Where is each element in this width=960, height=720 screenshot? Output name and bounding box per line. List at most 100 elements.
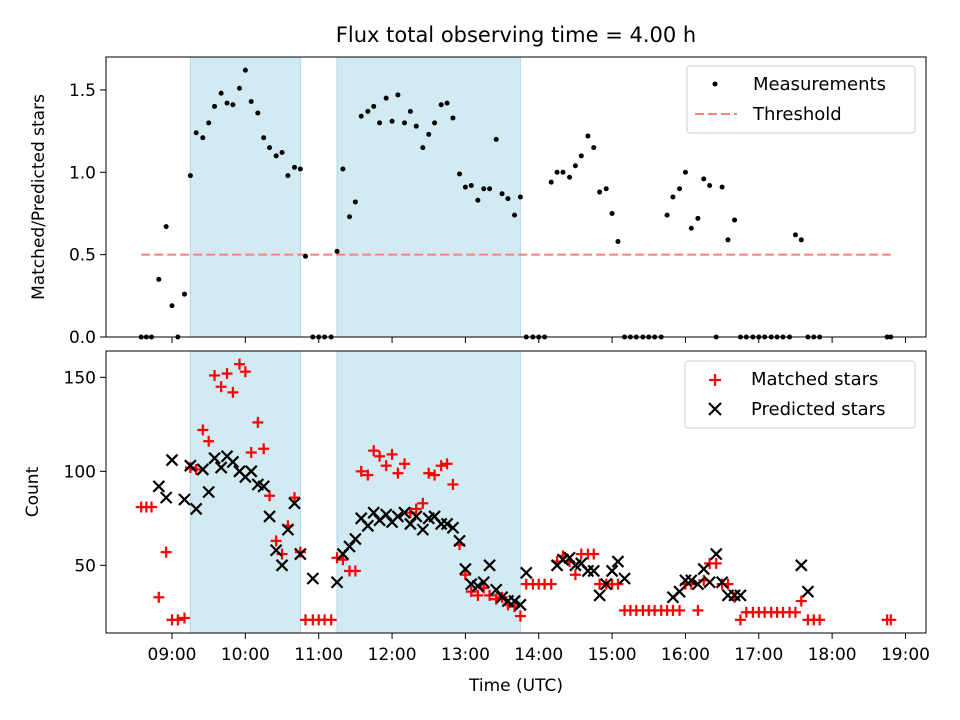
predicted-star-point (184, 459, 197, 472)
predicted-star-point (330, 575, 344, 589)
predicted-star-point (703, 575, 716, 589)
measurement-point (242, 67, 248, 73)
predicted-star-point (202, 485, 215, 499)
predicted-star-point (459, 562, 472, 576)
predicted-star-point (483, 559, 496, 572)
predicted-star-point (306, 572, 320, 585)
measurement-point (402, 120, 408, 126)
matched-star-point (355, 465, 367, 477)
matched-stars-series (135, 358, 897, 626)
predicted-star-point (446, 521, 460, 534)
matched-star-point (569, 569, 581, 581)
predicted-star-point (263, 510, 276, 523)
matched-star-point (612, 578, 624, 590)
legend-matched-label: Matched stars (751, 369, 878, 390)
measurement-point (450, 115, 456, 121)
predicted-star-point (587, 564, 601, 578)
predicted-star-point (477, 575, 491, 589)
measurement-point (792, 232, 798, 238)
measurement-point (163, 224, 169, 230)
measurement-point (682, 169, 688, 175)
predicted-star-point (514, 598, 527, 612)
matched-star-point (441, 458, 453, 470)
x-tick-label: 10:00 (221, 645, 270, 665)
predicted-star-point (709, 547, 723, 561)
matched-star-point (386, 448, 398, 460)
measurement-point (688, 225, 694, 231)
y-tick-label: 50 (74, 556, 96, 576)
y-tick-label: 0.5 (69, 246, 96, 266)
matched-star-point (465, 586, 477, 598)
measurement-point (212, 103, 218, 109)
x-tick-label: 16:00 (661, 645, 710, 665)
measurement-point (297, 166, 303, 172)
measurement-point (457, 171, 463, 177)
measurement-point (181, 291, 187, 297)
matched-star-point (789, 606, 801, 618)
predicted-star-point (691, 577, 705, 591)
matched-star-point (258, 443, 270, 455)
y-tick-label: 1.0 (69, 163, 96, 183)
matched-star-point (331, 552, 343, 564)
measurement-point (701, 176, 707, 182)
predicted-star-point (343, 540, 356, 553)
measurement-point (340, 166, 346, 172)
measurement-point (487, 186, 493, 192)
matched-star-point (710, 557, 722, 569)
measurement-point (206, 120, 212, 126)
x-axis-label: Time (UTC) (468, 676, 563, 696)
measurement-point (475, 197, 481, 203)
matched-star-point (374, 450, 386, 462)
matched-star-point (404, 507, 416, 519)
matched-star-point (814, 614, 826, 626)
x-tick-label: 09:00 (148, 645, 197, 665)
measurement-point (261, 135, 267, 141)
measurement-point (420, 145, 426, 151)
measurement-point (285, 173, 291, 179)
matched-star-point (588, 548, 600, 560)
legend-measurements-label: Measurements (753, 74, 886, 95)
x-tick-label: 19:00 (881, 645, 930, 665)
measurement-point (493, 136, 499, 142)
predicted-star-point (379, 508, 393, 521)
matched-star-point (178, 612, 190, 624)
matched-star-point (209, 369, 221, 381)
legend-predicted-label: Predicted stars (751, 399, 885, 420)
predicted-star-point (440, 517, 454, 531)
predicted-star-point (152, 480, 166, 493)
y-tick-label: 100 (64, 462, 96, 482)
measurement-point (468, 182, 474, 188)
measurement-point (432, 120, 438, 126)
measurement-point (585, 133, 591, 139)
measurement-point (798, 237, 804, 243)
measurement-point (371, 103, 377, 109)
predicted-star-point (495, 591, 509, 604)
measurement-point (554, 169, 560, 175)
measurement-point (517, 194, 523, 200)
measurement-point (597, 189, 603, 195)
matched-star-point (795, 595, 807, 607)
measurement-point (426, 131, 432, 137)
matched-star-point (252, 416, 264, 428)
matched-star-point (545, 578, 557, 590)
x-tick-label: 14:00 (514, 645, 563, 665)
measurement-point (395, 92, 401, 98)
predicted-star-point (715, 575, 729, 589)
matched-star-point (692, 604, 704, 616)
predicted-stars-series (152, 450, 815, 612)
measurement-point (560, 169, 566, 175)
matched-star-point (380, 460, 392, 472)
predicted-star-point (519, 566, 533, 580)
matched-star-point (190, 463, 202, 475)
x-tick-label: 11:00 (294, 645, 343, 665)
matched-star-point (294, 546, 306, 558)
predicted-star-point (391, 510, 405, 523)
measurement-point (572, 163, 578, 169)
x-tick-label: 17:00 (734, 645, 783, 665)
matched-star-point (734, 614, 746, 626)
top-shaded-spans (189, 56, 521, 338)
matched-star-point (447, 478, 459, 490)
matched-star-point (203, 435, 215, 447)
top-y-axis-label: Matched/Predicted stars (29, 94, 49, 300)
predicted-star-point (244, 465, 258, 478)
